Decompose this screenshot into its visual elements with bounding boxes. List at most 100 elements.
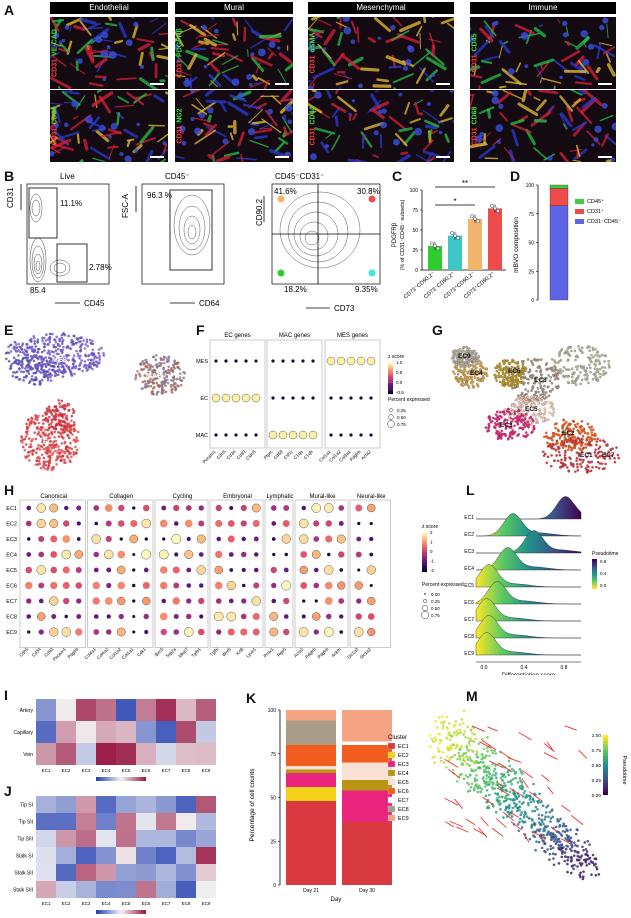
micro-fiber [210, 141, 230, 157]
g-cell [544, 418, 547, 421]
m-cell [597, 873, 601, 876]
g-cell [503, 367, 506, 371]
panel-h-dotplot: Canonical Collagen Cycling Embryonal Lymphat… [6, 494, 464, 662]
m-cell [560, 855, 564, 859]
f-dot [244, 359, 248, 363]
micro-fiber [100, 130, 122, 138]
b2-contours [173, 194, 211, 256]
f-dot [221, 393, 231, 403]
e-cell [173, 360, 176, 364]
e-cell [48, 332, 52, 336]
e-cell [150, 380, 154, 384]
h-dot [354, 627, 364, 637]
m-cell [483, 756, 487, 760]
g-cell [516, 360, 520, 364]
micro-fiber [323, 29, 336, 46]
m-cell [595, 867, 599, 871]
e-cell [155, 393, 159, 396]
e-cell [70, 338, 74, 342]
k-bar-segment [342, 710, 392, 742]
e-cell [66, 345, 70, 348]
micro-nucleus [373, 130, 379, 136]
micro-nucleus [323, 47, 327, 51]
m-cell [577, 858, 581, 862]
e-cell [15, 346, 18, 349]
e-cell [7, 345, 10, 349]
e-cell [48, 338, 52, 341]
l-ridge [475, 564, 581, 588]
g-cell [565, 349, 568, 353]
micro-fiber [89, 146, 111, 161]
h-dot [252, 628, 260, 636]
e-cell [74, 364, 78, 368]
micro-fiber [88, 82, 104, 87]
g-cell [468, 347, 471, 350]
heat-cell [36, 813, 56, 830]
micro-fiber [312, 82, 315, 89]
e-cell [91, 367, 94, 371]
e-cell [168, 372, 171, 375]
heat-cell [176, 743, 196, 765]
m-cell [545, 833, 549, 837]
heat-col-label: EC3 [82, 768, 91, 773]
h-dot [339, 630, 344, 634]
g-cell [536, 413, 540, 416]
k-xlabel: Day [331, 897, 342, 903]
e-cell [97, 348, 101, 351]
micro-fiber [498, 85, 507, 89]
micro-fiber [565, 26, 569, 37]
h-dot [214, 611, 224, 622]
e-cell [52, 343, 55, 347]
e-cell [53, 338, 56, 341]
micro-fiber [444, 133, 450, 143]
m-arrow [510, 821, 523, 831]
m-cell [462, 752, 466, 755]
micro-fiber [271, 95, 282, 105]
micro-fiber [94, 57, 108, 69]
g-cell [587, 381, 590, 385]
micro-fiber [249, 79, 271, 88]
m-cell [475, 750, 479, 753]
l-colorbar-step [592, 583, 597, 585]
g-cell [524, 431, 528, 434]
heat-cell [76, 743, 96, 765]
m-cell [505, 789, 509, 793]
micro-nucleus [582, 58, 590, 66]
m-arrow [444, 797, 459, 806]
panel-b-flow-cytometry: Live 11.1% 2.78% 85.4 CD31 CD45 CD45⁻ 96… [6, 172, 381, 313]
e-cell [156, 383, 160, 387]
m-cell [450, 745, 453, 749]
heat-cell [76, 847, 96, 864]
g-cell [607, 366, 611, 369]
e-cell [157, 372, 161, 375]
h-dot [76, 505, 82, 511]
e-cell [47, 428, 50, 432]
micro-nucleus [267, 108, 273, 115]
m-cell [594, 857, 598, 861]
h-dot [299, 534, 309, 544]
panel-a-header-mural: Mural [175, 2, 293, 14]
micro-fiber [583, 43, 587, 48]
g-cell [563, 458, 567, 462]
g-cell [532, 405, 536, 409]
g-cell [494, 426, 497, 430]
m-cell [453, 753, 457, 757]
e-cell [25, 422, 28, 426]
g-cell [475, 370, 479, 373]
g-cell [546, 441, 549, 445]
g-cell [471, 372, 474, 375]
m-cell [588, 856, 592, 860]
m-cell [490, 749, 493, 752]
h-dot [338, 505, 345, 511]
panel-l-ridgeplot: EC1EC2EC3EC4EC5EC6EC7EC8EC90.00.40.8Diff… [464, 496, 619, 675]
m-cell [566, 835, 570, 839]
h-dot [38, 551, 45, 558]
e-cell [36, 347, 40, 351]
micro-fiber [162, 143, 168, 154]
h-size-swatch [420, 610, 430, 620]
m-cell [454, 720, 458, 723]
e-cell [56, 373, 60, 377]
h-dot [184, 550, 194, 559]
heat-cell [76, 813, 96, 830]
h-dot [24, 581, 33, 590]
